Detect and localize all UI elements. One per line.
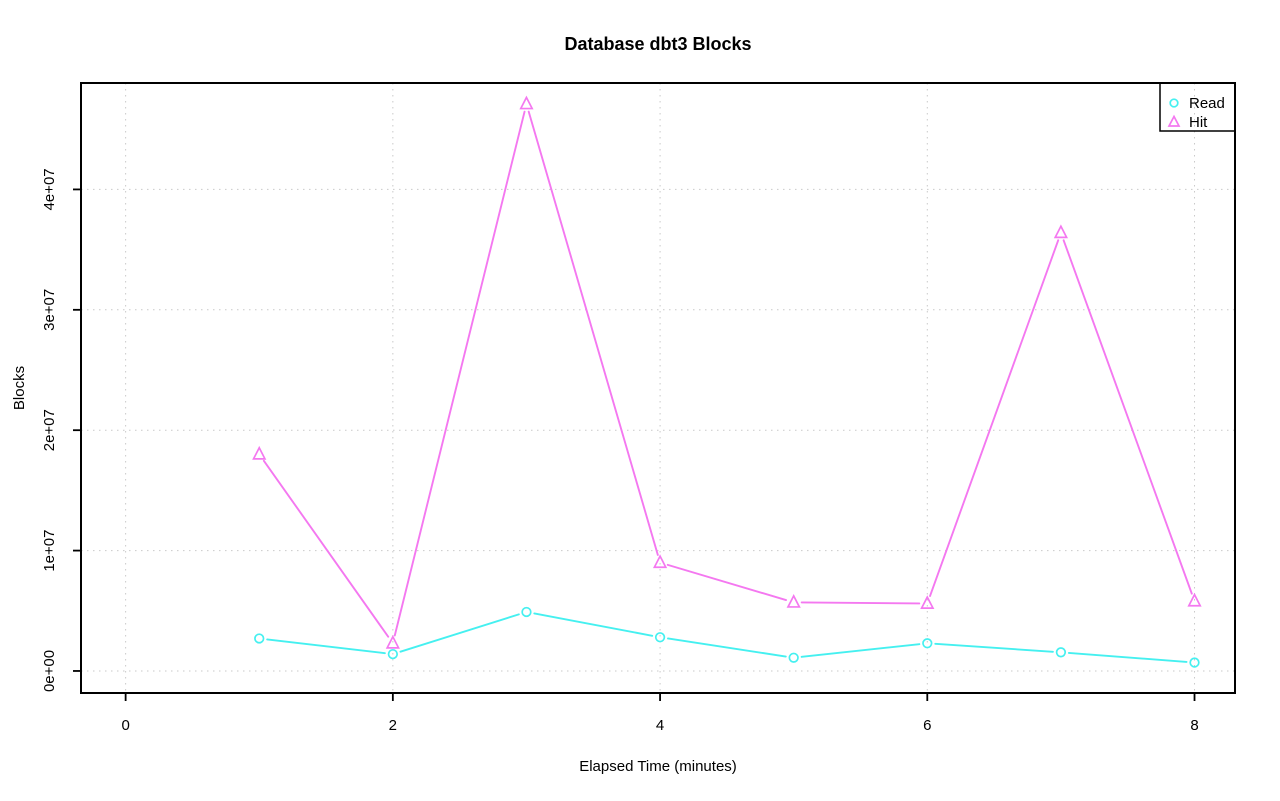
series-segment <box>667 637 787 658</box>
gridlines <box>81 83 1235 693</box>
x-tick-label: 6 <box>923 717 931 734</box>
y-axis-title: Blocks <box>11 366 28 410</box>
series-segment <box>527 110 659 556</box>
series-segment <box>399 613 520 653</box>
data-point-triangle <box>1187 592 1202 607</box>
series-segment <box>1062 239 1193 595</box>
x-axis-title: Elapsed Time (minutes) <box>579 758 737 775</box>
series-lines <box>252 95 1202 668</box>
series-segment <box>929 239 1060 597</box>
data-point-triangle <box>920 595 935 610</box>
data-point-circle <box>1189 657 1200 668</box>
y-tick-label: 0e+00 <box>41 650 58 692</box>
series-read <box>254 606 1200 668</box>
data-point-circle <box>1055 647 1067 658</box>
series-segment <box>800 643 921 658</box>
plot-border <box>80 82 1236 694</box>
data-point-circle <box>387 648 398 660</box>
legend: Read Hit <box>1159 82 1236 132</box>
y-tick-label: 3e+07 <box>41 289 58 331</box>
y-tick-label: 4e+07 <box>41 168 58 210</box>
data-point-triangle <box>652 554 668 569</box>
data-point-circle <box>521 606 532 618</box>
x-tick-label: 0 <box>121 717 129 734</box>
series-segment <box>533 612 654 637</box>
data-point-triangle <box>385 634 400 649</box>
data-point-triangle <box>1167 114 1181 127</box>
data-point-circle <box>922 638 933 649</box>
chart-title: Database dbt3 Blocks <box>564 34 751 54</box>
series-hit <box>252 95 1202 649</box>
x-tick-label: 4 <box>656 717 664 734</box>
y-tick-label: 1e+07 <box>41 530 58 572</box>
data-point-circle <box>254 633 265 644</box>
series-segment <box>800 601 921 605</box>
legend-label-hit: Hit <box>1189 114 1208 131</box>
data-point-triangle <box>252 445 267 460</box>
series-segment <box>1067 651 1188 663</box>
axes: 0 2 4 6 8 0e+00 1e+07 2e+07 3e+07 4e+07 <box>41 82 1236 734</box>
data-point-triangle <box>519 95 534 110</box>
legend-label-read: Read <box>1189 95 1225 112</box>
x-tick-label: 8 <box>1190 717 1198 734</box>
series-segment <box>262 459 390 638</box>
series-segment <box>666 563 787 602</box>
data-point-circle <box>788 652 799 663</box>
data-point-triangle <box>786 593 801 608</box>
data-point-circle <box>1169 98 1179 108</box>
series-segment <box>934 642 1054 653</box>
series-segment <box>266 638 386 655</box>
y-tick-label: 2e+07 <box>41 409 58 451</box>
series-segment <box>393 110 526 637</box>
data-point-triangle <box>1053 224 1068 239</box>
data-point-circle <box>654 632 666 643</box>
x-tick-label: 2 <box>389 717 397 734</box>
legend-box <box>1159 82 1236 132</box>
